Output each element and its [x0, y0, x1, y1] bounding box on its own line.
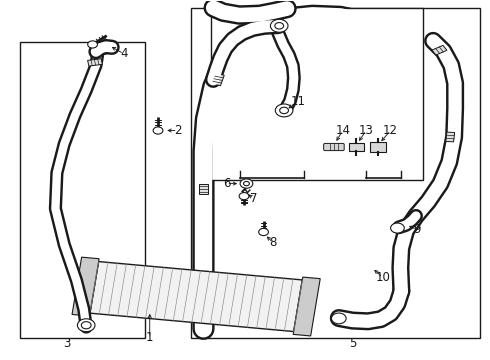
Circle shape	[239, 193, 249, 200]
Text: 7: 7	[250, 192, 258, 205]
Polygon shape	[199, 184, 208, 194]
FancyBboxPatch shape	[324, 143, 344, 150]
Circle shape	[275, 23, 284, 29]
Polygon shape	[293, 277, 320, 336]
Circle shape	[244, 181, 249, 186]
Polygon shape	[432, 45, 447, 55]
Bar	[211, 8, 423, 180]
Polygon shape	[446, 132, 455, 142]
Text: 4: 4	[120, 47, 127, 60]
Text: 1: 1	[146, 331, 153, 344]
Text: 10: 10	[375, 271, 390, 284]
Circle shape	[331, 313, 346, 324]
Bar	[191, 8, 480, 338]
Circle shape	[270, 19, 288, 32]
Circle shape	[280, 107, 289, 114]
Circle shape	[77, 319, 95, 332]
Text: 14: 14	[335, 124, 350, 137]
Circle shape	[275, 104, 293, 117]
Circle shape	[153, 127, 163, 134]
Text: 9: 9	[413, 223, 421, 236]
Text: 3: 3	[63, 337, 71, 350]
Polygon shape	[212, 73, 224, 86]
Circle shape	[81, 321, 91, 329]
Circle shape	[240, 179, 253, 188]
Circle shape	[88, 41, 98, 48]
Circle shape	[259, 228, 269, 235]
Polygon shape	[72, 257, 99, 316]
Text: 11: 11	[290, 95, 305, 108]
Polygon shape	[90, 262, 302, 332]
Polygon shape	[88, 59, 102, 66]
Bar	[369, 142, 386, 152]
Text: 6: 6	[222, 177, 230, 190]
Bar	[349, 143, 364, 151]
Circle shape	[391, 223, 404, 233]
Text: 5: 5	[349, 337, 356, 350]
Text: 2: 2	[174, 124, 181, 137]
Text: 8: 8	[270, 236, 277, 249]
Text: 13: 13	[359, 124, 373, 137]
Bar	[20, 42, 145, 338]
Text: 12: 12	[383, 124, 398, 137]
